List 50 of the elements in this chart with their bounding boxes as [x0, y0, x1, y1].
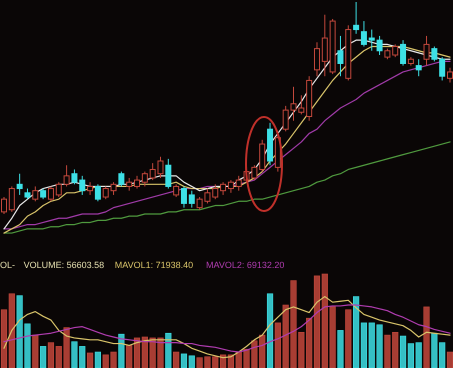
candlestick — [40, 188, 46, 200]
bar — [353, 296, 360, 368]
bar — [345, 309, 352, 368]
candlestick — [24, 188, 30, 200]
candlestick — [32, 186, 38, 202]
text: VOLUME: 56603.58 — [24, 260, 104, 270]
candlestick — [353, 2, 360, 34]
bar — [423, 306, 430, 368]
candlestick — [8, 186, 15, 212]
text: OL- — [0, 260, 16, 270]
candlestick — [188, 190, 195, 208]
bar — [266, 293, 274, 368]
bar — [32, 334, 38, 368]
candlestick — [165, 158, 172, 190]
candlestick — [126, 177, 132, 192]
candlestick — [290, 86, 297, 122]
candlestick — [87, 182, 94, 196]
candlestick — [16, 173, 23, 196]
candlestick — [180, 186, 187, 208]
candlestick — [424, 35, 430, 66]
text: MAVOL1: 71938.40 — [114, 260, 194, 270]
candlestick — [196, 196, 203, 210]
candlestick — [173, 184, 180, 198]
candlestick — [102, 186, 109, 200]
candlestick — [400, 40, 406, 66]
candlestick — [94, 184, 101, 202]
bar — [196, 357, 203, 368]
candlestick — [110, 182, 117, 196]
bar — [173, 352, 180, 368]
bar — [86, 352, 94, 368]
candlestick — [337, 35, 344, 77]
candlestick — [447, 67, 453, 84]
bar — [94, 352, 101, 368]
candlestick — [314, 42, 320, 77]
bar — [337, 330, 344, 368]
candlestick — [134, 175, 140, 190]
candlestick — [118, 171, 124, 187]
candlestick — [157, 156, 164, 178]
bar — [446, 352, 453, 368]
bar — [118, 334, 124, 368]
candlestick — [282, 105, 289, 132]
candlestick — [360, 20, 367, 48]
bar — [400, 336, 406, 368]
candlestick — [204, 188, 210, 204]
candlestick — [48, 186, 54, 202]
candlestick — [416, 58, 422, 77]
candlestick — [1, 196, 7, 214]
bar — [165, 332, 172, 368]
text: MAVOL2: 69132.20 — [206, 260, 284, 270]
bar — [40, 346, 46, 368]
